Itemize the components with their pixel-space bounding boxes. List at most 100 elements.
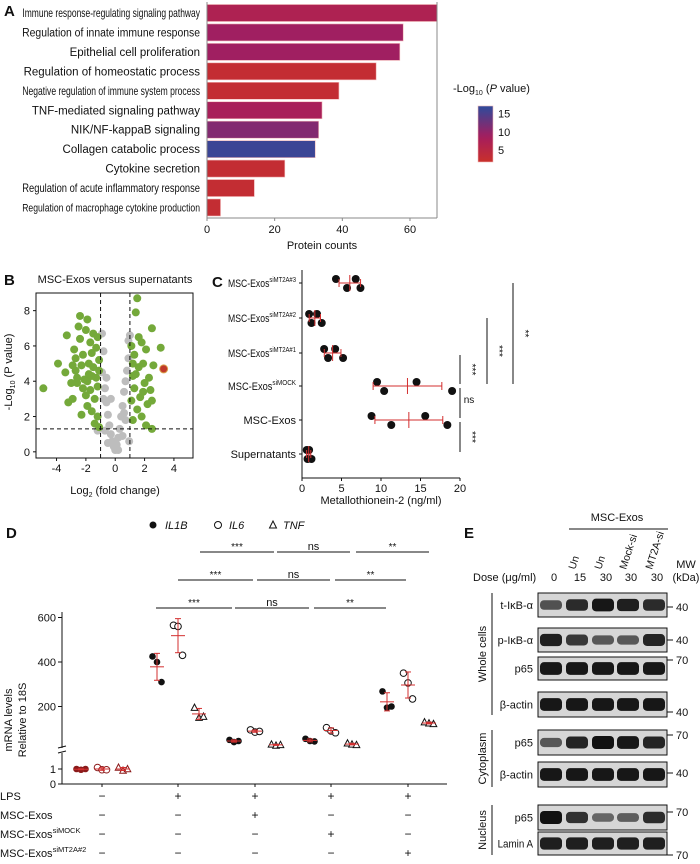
ns-point xyxy=(122,366,131,375)
condition-text: MSC-Exos xyxy=(0,848,53,860)
protein-band xyxy=(540,737,562,748)
category-superscript: siMT2A#2 xyxy=(269,311,296,319)
significance-label: ns xyxy=(464,395,475,406)
x-tick-label: -2 xyxy=(81,463,91,475)
y-tick-label: 8 xyxy=(24,306,30,318)
x-tick-label: 0 xyxy=(299,483,305,495)
section-label: Nucleus xyxy=(477,810,489,850)
significant-point xyxy=(137,412,146,421)
category-label: Regulation of homeostatic process xyxy=(24,66,201,78)
significance-label: *** xyxy=(466,364,477,376)
x-axis-label: Metallothionein-2 (ng/ml) xyxy=(320,495,441,507)
x-tick-label: 15 xyxy=(414,483,426,495)
data-point xyxy=(339,354,348,362)
condition-value: − xyxy=(404,827,411,841)
dose-value: 30 xyxy=(625,572,637,584)
significant-point xyxy=(142,345,151,354)
y-tick-label: 400 xyxy=(38,657,56,669)
blot-label: β-actin xyxy=(500,770,533,782)
significant-point xyxy=(139,359,148,368)
significance-label: ** xyxy=(519,330,530,338)
mw-label: 70 xyxy=(676,730,688,742)
significant-point xyxy=(76,311,85,320)
significant-point xyxy=(130,384,139,393)
significant-point xyxy=(140,379,149,387)
protein-band xyxy=(566,837,588,850)
protein-band xyxy=(643,768,665,781)
lane-label: Mock-si xyxy=(617,533,640,571)
category-superscript: siMT2A#3 xyxy=(269,276,296,284)
significant-point xyxy=(95,356,104,365)
panel-label: C xyxy=(212,274,223,291)
bar xyxy=(206,198,221,217)
mw-label: 70 xyxy=(676,850,688,862)
significance-label: ** xyxy=(346,598,354,609)
dose-value: 30 xyxy=(600,572,612,584)
protein-band xyxy=(643,698,665,711)
data-point xyxy=(351,275,360,283)
condition-value: − xyxy=(174,808,181,822)
category-label: TNF-mediated signaling pathway xyxy=(32,105,200,117)
significant-point xyxy=(86,338,95,347)
significant-point xyxy=(87,371,96,380)
bar xyxy=(206,62,377,81)
protein-band xyxy=(592,635,614,645)
legend-title: -Log10 (P value) xyxy=(453,83,530,97)
condition-value: − xyxy=(174,846,181,860)
protein-band xyxy=(592,736,614,749)
condition-value: − xyxy=(404,808,411,822)
dose-value: 15 xyxy=(574,572,586,584)
il1b-point xyxy=(388,703,395,710)
protein-band xyxy=(540,837,562,850)
panel-e-western-blot: MSC-Exos Un Un Mock-si MT2A-si Dose (μg/ml) 0 1… xyxy=(473,512,699,862)
significant-point xyxy=(142,421,151,430)
dose-value: 30 xyxy=(651,572,663,584)
y-tick-label: 1 xyxy=(50,764,56,776)
significant-point xyxy=(74,322,83,331)
condition-text: MSC-Exos xyxy=(0,810,53,822)
significant-point xyxy=(68,394,77,403)
data-point xyxy=(313,310,322,318)
ns-point xyxy=(115,424,124,433)
il1b-legend-marker xyxy=(149,521,157,529)
category-label: MSC-ExossiMT2A#3 xyxy=(228,276,296,290)
legend-tick-label: 10 xyxy=(498,127,510,139)
legend-title-part: -Log xyxy=(453,83,475,95)
y-tick-label: 0 xyxy=(50,779,56,791)
condition-value: + xyxy=(251,808,258,822)
bar xyxy=(206,140,316,158)
category-text: MSC-Exos xyxy=(228,348,269,360)
significant-point xyxy=(95,366,104,375)
significant-point xyxy=(131,308,140,317)
significant-point xyxy=(62,331,71,340)
significant-point xyxy=(95,423,104,432)
category-label: Cytokine secretion xyxy=(105,164,200,176)
protein-band xyxy=(643,736,665,749)
significant-point xyxy=(54,359,63,368)
significant-point xyxy=(78,384,87,393)
y-tick-label: 6 xyxy=(24,341,30,353)
section-label: Whole cells xyxy=(477,625,489,682)
category-text: MSC-Exos xyxy=(243,415,296,427)
data-point xyxy=(317,319,326,327)
x-tick-label: 4 xyxy=(171,463,177,475)
mw-label: 70 xyxy=(676,655,688,667)
protein-band xyxy=(617,736,639,749)
y-tick-label: 0 xyxy=(24,447,30,459)
significant-point xyxy=(70,345,79,354)
y-tick-label: 2 xyxy=(24,412,30,424)
x-axis-label: Protein counts xyxy=(287,240,358,252)
y-label-part: (P value) xyxy=(3,334,15,381)
ns-point xyxy=(120,409,129,417)
condition-value: + xyxy=(404,789,411,803)
legend-title-sub: 10 xyxy=(475,90,483,97)
x-axis-label: Log2 (fold change) xyxy=(70,485,160,499)
il1b-point xyxy=(379,688,386,695)
ns-point xyxy=(121,377,130,386)
blot-label: p-IκB-α xyxy=(498,635,534,647)
panel-label: B xyxy=(4,272,15,289)
panel-c-dot-plot: 0 5 10 15 20 Metallothionein-2 (ng/ml) MSC-Exo… xyxy=(228,270,530,507)
significant-point xyxy=(71,354,80,363)
data-point xyxy=(331,275,340,283)
